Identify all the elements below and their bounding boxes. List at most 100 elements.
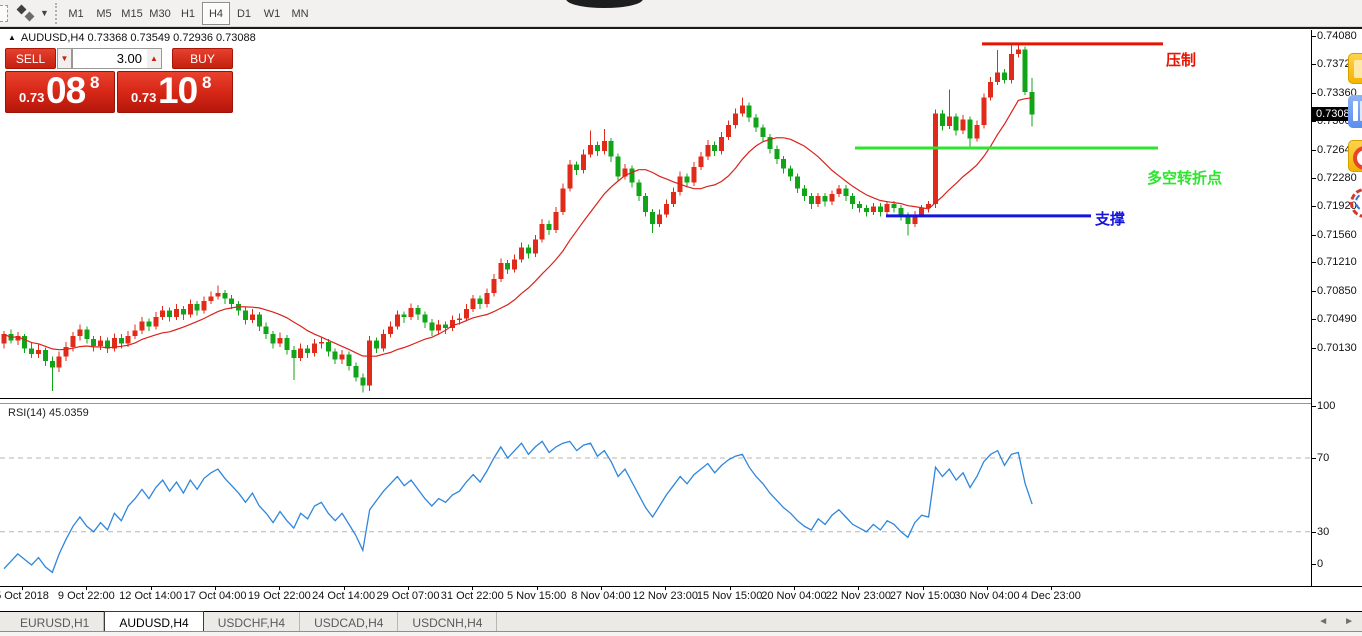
sell-button[interactable]: SELL [5, 48, 56, 69]
price-tick-mark [1312, 347, 1316, 349]
app-icon-blue[interactable] [1348, 95, 1362, 128]
buy-button[interactable]: BUY [172, 48, 233, 69]
timeframe-mn[interactable]: MN [291, 7, 309, 20]
price-tick-mark [1312, 319, 1316, 321]
date-tick-mark [986, 587, 988, 590]
rsi-panel[interactable] [0, 404, 1311, 585]
app-icon-gold-c[interactable] [1348, 140, 1362, 172]
app-icon-dashed-ring[interactable] [1348, 186, 1362, 220]
date-tick-mark [600, 587, 602, 590]
date-label: 4 Dec 23:00 [1021, 590, 1081, 602]
date-label: 12 Nov 23:00 [632, 590, 699, 602]
support-label[interactable]: 支撑 [1095, 211, 1126, 228]
date-tick-mark [279, 587, 281, 590]
time-axis[interactable]: 5 Oct 2018 9 Oct 22:00 12 Oct 14:00 17 Oct … [0, 587, 1362, 611]
app-icon-yellow-doc[interactable] [1348, 53, 1362, 84]
date-label: 5 Oct 2018 [0, 590, 49, 602]
panel-splitter[interactable] [0, 398, 1311, 399]
rsi-tick-mark [1312, 531, 1316, 533]
tab-usdcnh-h4[interactable]: USDCNH,H4 [398, 612, 498, 631]
price-tick-label: 0.72640 [1317, 143, 1357, 156]
price-tick-label: 0.73720 [1317, 58, 1357, 71]
date-label: 17 Oct 04:00 [183, 590, 247, 602]
volume-input[interactable] [72, 48, 147, 69]
timeframe-m5[interactable]: M5 [96, 7, 112, 20]
tab-scroll-arrows: ◄ ► [1318, 615, 1354, 629]
timeframe-d1[interactable]: D1 [236, 7, 252, 20]
price-tick-label: 0.70490 [1317, 313, 1357, 326]
date-tick-mark [22, 587, 23, 590]
buy-price-panel[interactable]: 0.73 10 8 [117, 70, 233, 113]
date-tick-mark [536, 587, 538, 590]
price-tick-mark [1312, 36, 1316, 37]
toolbar-grip[interactable] [55, 3, 58, 24]
date-label: 9 Oct 22:00 [57, 590, 115, 602]
date-label: 19 Oct 22:00 [247, 590, 311, 602]
tab-audusd-h4[interactable]: AUDUSD,H4 [104, 611, 204, 631]
date-label: 5 Nov 15:00 [506, 590, 567, 602]
tab-usdchf-h4[interactable]: USDCHF,H4 [204, 612, 301, 631]
crosshair-tool-icon[interactable] [0, 5, 8, 22]
timeframe-m1[interactable]: M1 [68, 7, 84, 20]
rsi-chart[interactable] [0, 404, 1311, 585]
price-tick-label: 0.70130 [1317, 341, 1357, 354]
rsi-tick-label: 70 [1317, 452, 1330, 464]
volume-increase-button[interactable]: ▲ [147, 48, 162, 69]
sell-price-prefix: 0.73 [19, 90, 45, 105]
date-tick-mark [150, 587, 152, 590]
timeframe-w1[interactable]: W1 [263, 7, 281, 20]
chart-ohlc-header: ▲ AUDUSD,H4 0.73368 0.73549 0.72936 0.730… [8, 32, 256, 44]
collapse-triangle-icon[interactable]: ▲ [8, 33, 16, 42]
date-tick-mark [1051, 587, 1053, 590]
price-tick-mark [1312, 92, 1316, 94]
buy-price-sup: 8 [202, 73, 212, 92]
toolbar-dropdown-caret-icon[interactable]: ▼ [40, 8, 49, 18]
one-click-trading-widget: SELL ▼ ▲ BUY 0.73 08 8 0.73 10 8 [5, 48, 233, 113]
tab-scroll-left-button[interactable]: ◄ [1318, 616, 1329, 627]
sell-price-big: 08 [46, 70, 86, 111]
pivot-label[interactable]: 多空转折点 [1147, 170, 1223, 187]
price-tick-label: 0.70850 [1317, 284, 1357, 297]
tab-eurusd-h1[interactable]: EURUSD,H1 [6, 612, 105, 631]
sell-price-panel[interactable]: 0.73 08 8 [5, 70, 115, 113]
date-label: 20 Nov 04:00 [761, 590, 827, 602]
price-tick-mark [1312, 234, 1316, 236]
price-tick-mark [1312, 262, 1316, 264]
timeframe-m15[interactable]: M15 [121, 7, 143, 20]
candlestick-chart[interactable] [0, 30, 1311, 398]
buy-price-prefix: 0.73 [131, 90, 157, 105]
tab-usdcad-h4[interactable]: USDCAD,H4 [300, 612, 399, 631]
timeframe-h1[interactable]: H1 [180, 7, 196, 20]
panel-splitter-shadow [0, 403, 1311, 404]
rsi-tick-mark [1312, 458, 1316, 459]
timeframe-h4[interactable]: H4 [202, 2, 230, 25]
date-tick-mark [407, 587, 409, 590]
toolbar: ▼ M1 M5 M15 M30 H1 H4 D1 W1 MN [0, 0, 1362, 27]
time-axis-line [0, 586, 1362, 587]
price-tick-label: 0.72280 [1317, 172, 1357, 184]
floating-app-icons [1346, 0, 1362, 400]
date-tick-mark [343, 587, 345, 590]
toolbar-divider [0, 27, 1362, 29]
date-label: 15 Nov 15:00 [696, 590, 763, 602]
date-tick-mark [922, 587, 924, 590]
price-tick-label: 0.74080 [1317, 30, 1357, 42]
price-tick-mark [1312, 121, 1316, 123]
date-tick-mark [665, 587, 667, 590]
chart-tab-bar: EURUSD,H1 AUDUSD,H4 USDCHF,H4 USDCAD,H4 USDC… [0, 611, 1362, 631]
date-label: 29 Oct 07:00 [376, 590, 440, 602]
rsi-tick-label: 100 [1317, 400, 1336, 412]
date-label: 30 Nov 04:00 [954, 590, 1020, 602]
date-tick-mark [214, 587, 216, 590]
chart-shift-icon[interactable] [14, 3, 38, 24]
timeframe-m30[interactable]: M30 [149, 7, 171, 20]
volume-decrease-button[interactable]: ▼ [57, 48, 72, 69]
price-tick-mark [1312, 178, 1316, 179]
tab-scroll-right-button[interactable]: ► [1344, 616, 1354, 627]
price-tick-label: 0.71210 [1317, 256, 1357, 269]
resistance-label[interactable]: 压制 [1166, 52, 1197, 69]
rsi-tick-label: 0 [1317, 558, 1324, 570]
date-tick-mark [86, 587, 88, 590]
date-tick-mark [729, 587, 731, 590]
